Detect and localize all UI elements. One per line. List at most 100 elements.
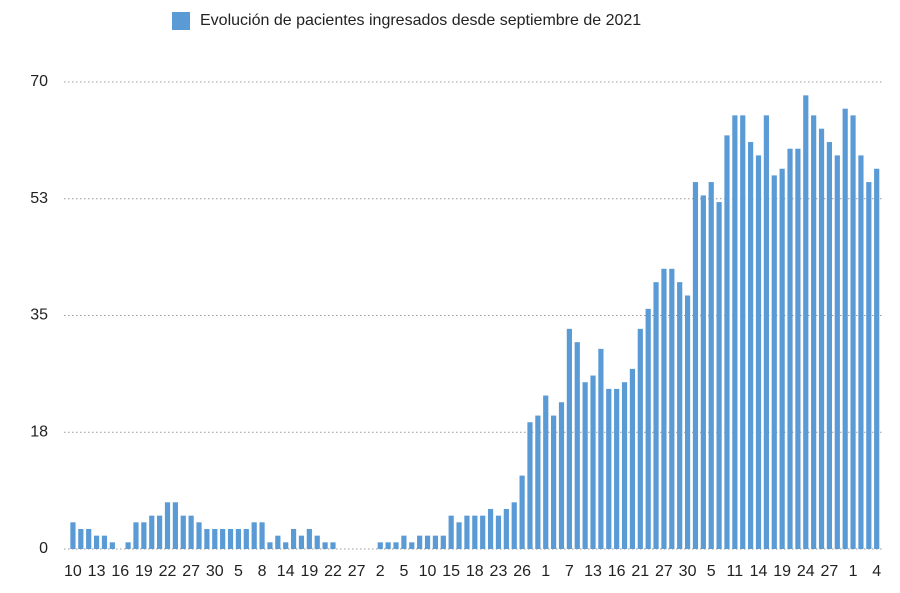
bar [582, 382, 588, 549]
bar [235, 528, 242, 549]
x-tick-label: 2 [376, 563, 385, 580]
bar [850, 115, 856, 549]
bar [708, 182, 714, 550]
x-tick-label: 27 [348, 563, 366, 580]
x-tick-label: 16 [608, 563, 626, 580]
bar [78, 528, 84, 549]
bar [566, 328, 572, 549]
bar [763, 115, 769, 549]
x-tick-label: 18 [466, 563, 484, 580]
bar [157, 515, 163, 549]
bar [858, 155, 864, 549]
x-tick-label: 14 [277, 563, 295, 580]
bar [842, 108, 848, 549]
bar [314, 535, 320, 549]
bar [409, 542, 415, 549]
x-tick-label: 5 [707, 563, 716, 580]
x-tick-label: 23 [490, 563, 508, 580]
x-tick-label: 8 [258, 563, 267, 580]
bar [740, 115, 746, 549]
x-tick-label: 13 [584, 563, 602, 580]
x-tick-label: 15 [442, 563, 460, 580]
bar [283, 542, 289, 549]
bar [220, 528, 226, 549]
bar [164, 502, 171, 549]
y-tick-label: 35 [30, 307, 48, 324]
bar [109, 542, 115, 549]
x-tick-label: 19 [300, 563, 318, 580]
bar [290, 528, 297, 549]
bar [866, 182, 872, 550]
y-tick-label: 53 [30, 190, 48, 207]
bar [141, 522, 147, 549]
bar [93, 535, 100, 549]
x-tick-label: 30 [206, 563, 224, 580]
bar [614, 388, 620, 549]
x-tick-label: 30 [679, 563, 697, 580]
bar [779, 168, 785, 549]
bar [795, 148, 801, 549]
x-tick-label: 27 [655, 563, 673, 580]
bar [527, 422, 533, 549]
x-tick-label: 1 [849, 563, 858, 580]
x-tick-label: 11 [727, 563, 744, 580]
x-tick-label: 5 [234, 563, 243, 580]
x-tick-label: 21 [631, 563, 649, 580]
bar [196, 522, 202, 549]
bar [519, 475, 525, 549]
bar [755, 155, 762, 549]
bar [180, 515, 186, 549]
x-tick-label: 19 [135, 563, 153, 580]
bar [669, 268, 675, 549]
bar [551, 415, 557, 549]
bar [212, 528, 218, 549]
bar [133, 522, 139, 549]
bar [480, 515, 486, 549]
bar [267, 542, 273, 549]
bar [322, 542, 328, 549]
bar [818, 128, 825, 549]
x-tick-label: 27 [182, 563, 200, 580]
bar [811, 115, 817, 549]
x-tick-label: 5 [399, 563, 408, 580]
bar [535, 415, 541, 549]
bar [125, 542, 131, 549]
bar [826, 142, 833, 550]
bar [629, 368, 636, 549]
bar [645, 308, 651, 549]
bar [424, 535, 431, 549]
bar [803, 95, 809, 549]
x-tick-label: 19 [773, 563, 791, 580]
bar [598, 348, 604, 549]
bar [472, 515, 478, 549]
bar [543, 395, 549, 549]
bar [275, 535, 281, 549]
bar [227, 528, 234, 549]
y-tick-label: 70 [30, 73, 48, 90]
bar [243, 528, 249, 549]
bar [503, 508, 509, 549]
bar [590, 375, 596, 549]
bar [149, 515, 155, 549]
x-tick-label: 13 [88, 563, 106, 580]
x-tick-label: 10 [419, 563, 437, 580]
bar [661, 268, 667, 549]
x-tick-label: 16 [111, 563, 129, 580]
bar [172, 502, 178, 549]
x-tick-label: 10 [64, 563, 82, 580]
bar [834, 155, 840, 549]
x-tick-label: 14 [750, 563, 768, 580]
bar [86, 528, 92, 549]
y-tick-label: 18 [30, 423, 48, 440]
bar [606, 388, 612, 549]
legend-label: Evolución de pacientes ingresados desde … [200, 12, 641, 29]
bar [306, 528, 312, 549]
bar [330, 542, 336, 549]
x-tick-label: 7 [565, 563, 574, 580]
bar [385, 542, 391, 549]
bar [621, 382, 628, 549]
bar [204, 528, 210, 549]
bar [456, 522, 462, 549]
bar [716, 202, 722, 550]
bar [748, 142, 754, 550]
